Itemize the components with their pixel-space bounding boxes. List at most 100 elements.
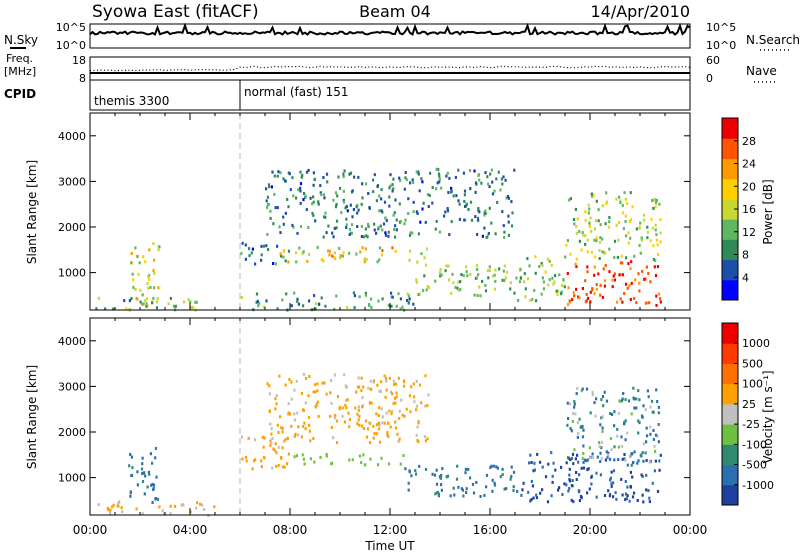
range-time-cell <box>504 178 507 182</box>
range-time-cell <box>586 468 589 472</box>
range-time-cell <box>313 307 316 311</box>
range-time-cell <box>464 467 467 471</box>
range-time-cell <box>361 246 364 250</box>
range-time-cell <box>408 297 411 301</box>
range-time-cell <box>617 445 620 449</box>
range-time-cell <box>645 434 649 438</box>
range-time-cell <box>141 472 144 476</box>
range-time-cell <box>642 404 645 408</box>
range-time-cell <box>625 497 628 501</box>
range-time-cell <box>393 235 397 239</box>
range-time-cell <box>401 413 404 417</box>
range-time-cell <box>199 502 202 506</box>
range-time-cell <box>568 487 571 490</box>
range-time-cell <box>349 171 353 175</box>
range-time-cell <box>378 246 382 250</box>
range-time-cell <box>451 272 454 276</box>
range-time-cell <box>595 397 598 401</box>
range-time-cell <box>270 185 273 189</box>
range-time-cell <box>408 249 412 253</box>
range-time-cell <box>408 258 411 262</box>
range-time-cell <box>265 187 268 191</box>
range-time-cell <box>305 208 308 212</box>
range-time-cell <box>320 258 323 261</box>
range-time-cell <box>652 257 655 261</box>
range-time-cell <box>513 168 516 172</box>
range-time-cell <box>625 282 628 286</box>
range-time-cell <box>624 458 627 462</box>
range-time-cell <box>273 174 276 178</box>
range-time-cell <box>327 249 330 253</box>
range-time-cell <box>268 392 271 396</box>
range-time-cell <box>585 387 589 391</box>
range-time-cell <box>604 264 607 267</box>
nsky-tick-bottom: 10^0 <box>56 39 86 52</box>
range-time-cell <box>302 372 306 376</box>
range-time-cell <box>387 421 390 425</box>
range-time-cell <box>573 400 576 404</box>
range-time-cell <box>612 469 616 473</box>
range-time-cell <box>415 404 418 408</box>
range-time-cell <box>595 239 598 243</box>
range-time-cell <box>597 272 600 276</box>
range-time-cell <box>659 240 662 244</box>
range-time-cell <box>571 479 574 482</box>
range-time-cell <box>394 198 397 202</box>
range-time-cell <box>548 278 551 282</box>
range-time-cell <box>629 484 632 488</box>
range-time-cell <box>316 245 319 249</box>
range-time-cell <box>622 227 625 231</box>
range-time-cell <box>438 177 441 181</box>
range-time-cell <box>629 454 632 458</box>
range-time-cell <box>130 474 133 478</box>
range-time-cell <box>501 278 504 282</box>
range-time-cell <box>600 416 603 420</box>
range-time-cell <box>557 289 560 293</box>
freq-tick-top: 18 <box>72 54 86 67</box>
range-time-cell <box>649 405 652 409</box>
range-time-cell <box>581 457 584 461</box>
range-time-cell <box>279 231 282 235</box>
range-time-cell <box>487 276 490 280</box>
range-time-cell <box>551 474 554 478</box>
range-time-cell <box>286 436 289 440</box>
range-time-cell <box>589 411 592 415</box>
range-time-cell <box>479 495 482 498</box>
colorbar-segment <box>722 259 738 281</box>
range-time-cell <box>568 198 571 202</box>
velocity-colorbar-label: Velocity [m s⁻¹] <box>761 370 775 463</box>
range-time-cell <box>378 389 381 393</box>
range-time-cell <box>567 286 570 290</box>
range-time-cell <box>311 202 314 206</box>
range-time-cell <box>647 489 650 493</box>
range-time-cell <box>567 303 570 307</box>
range-time-cell <box>573 222 576 226</box>
range-time-cell <box>444 210 447 214</box>
range-time-cell <box>282 215 285 219</box>
range-time-cell <box>284 211 287 215</box>
range-time-cell <box>356 225 359 228</box>
range-time-cell <box>174 304 177 308</box>
range-time-cell <box>156 497 160 501</box>
range-time-cell <box>452 486 455 490</box>
range-time-cell <box>241 241 244 245</box>
range-time-cell <box>288 412 292 416</box>
range-time-cell <box>570 456 573 460</box>
range-time-cell <box>194 300 197 304</box>
range-time-cell <box>260 258 263 262</box>
range-time-cell <box>312 437 315 440</box>
range-time-cell <box>600 446 603 450</box>
range-time-cell <box>348 228 351 231</box>
range-time-cell <box>587 203 590 207</box>
range-time-cell <box>425 288 428 292</box>
range-time-cell <box>354 406 357 410</box>
range-time-cell <box>427 205 430 208</box>
range-time-cell <box>638 281 641 285</box>
range-time-cell <box>146 281 149 285</box>
range-time-cell <box>448 176 451 180</box>
range-time-cell <box>296 411 299 415</box>
colorbar-segment <box>722 484 738 506</box>
range-time-cell <box>141 302 144 306</box>
range-time-cell <box>372 178 375 182</box>
